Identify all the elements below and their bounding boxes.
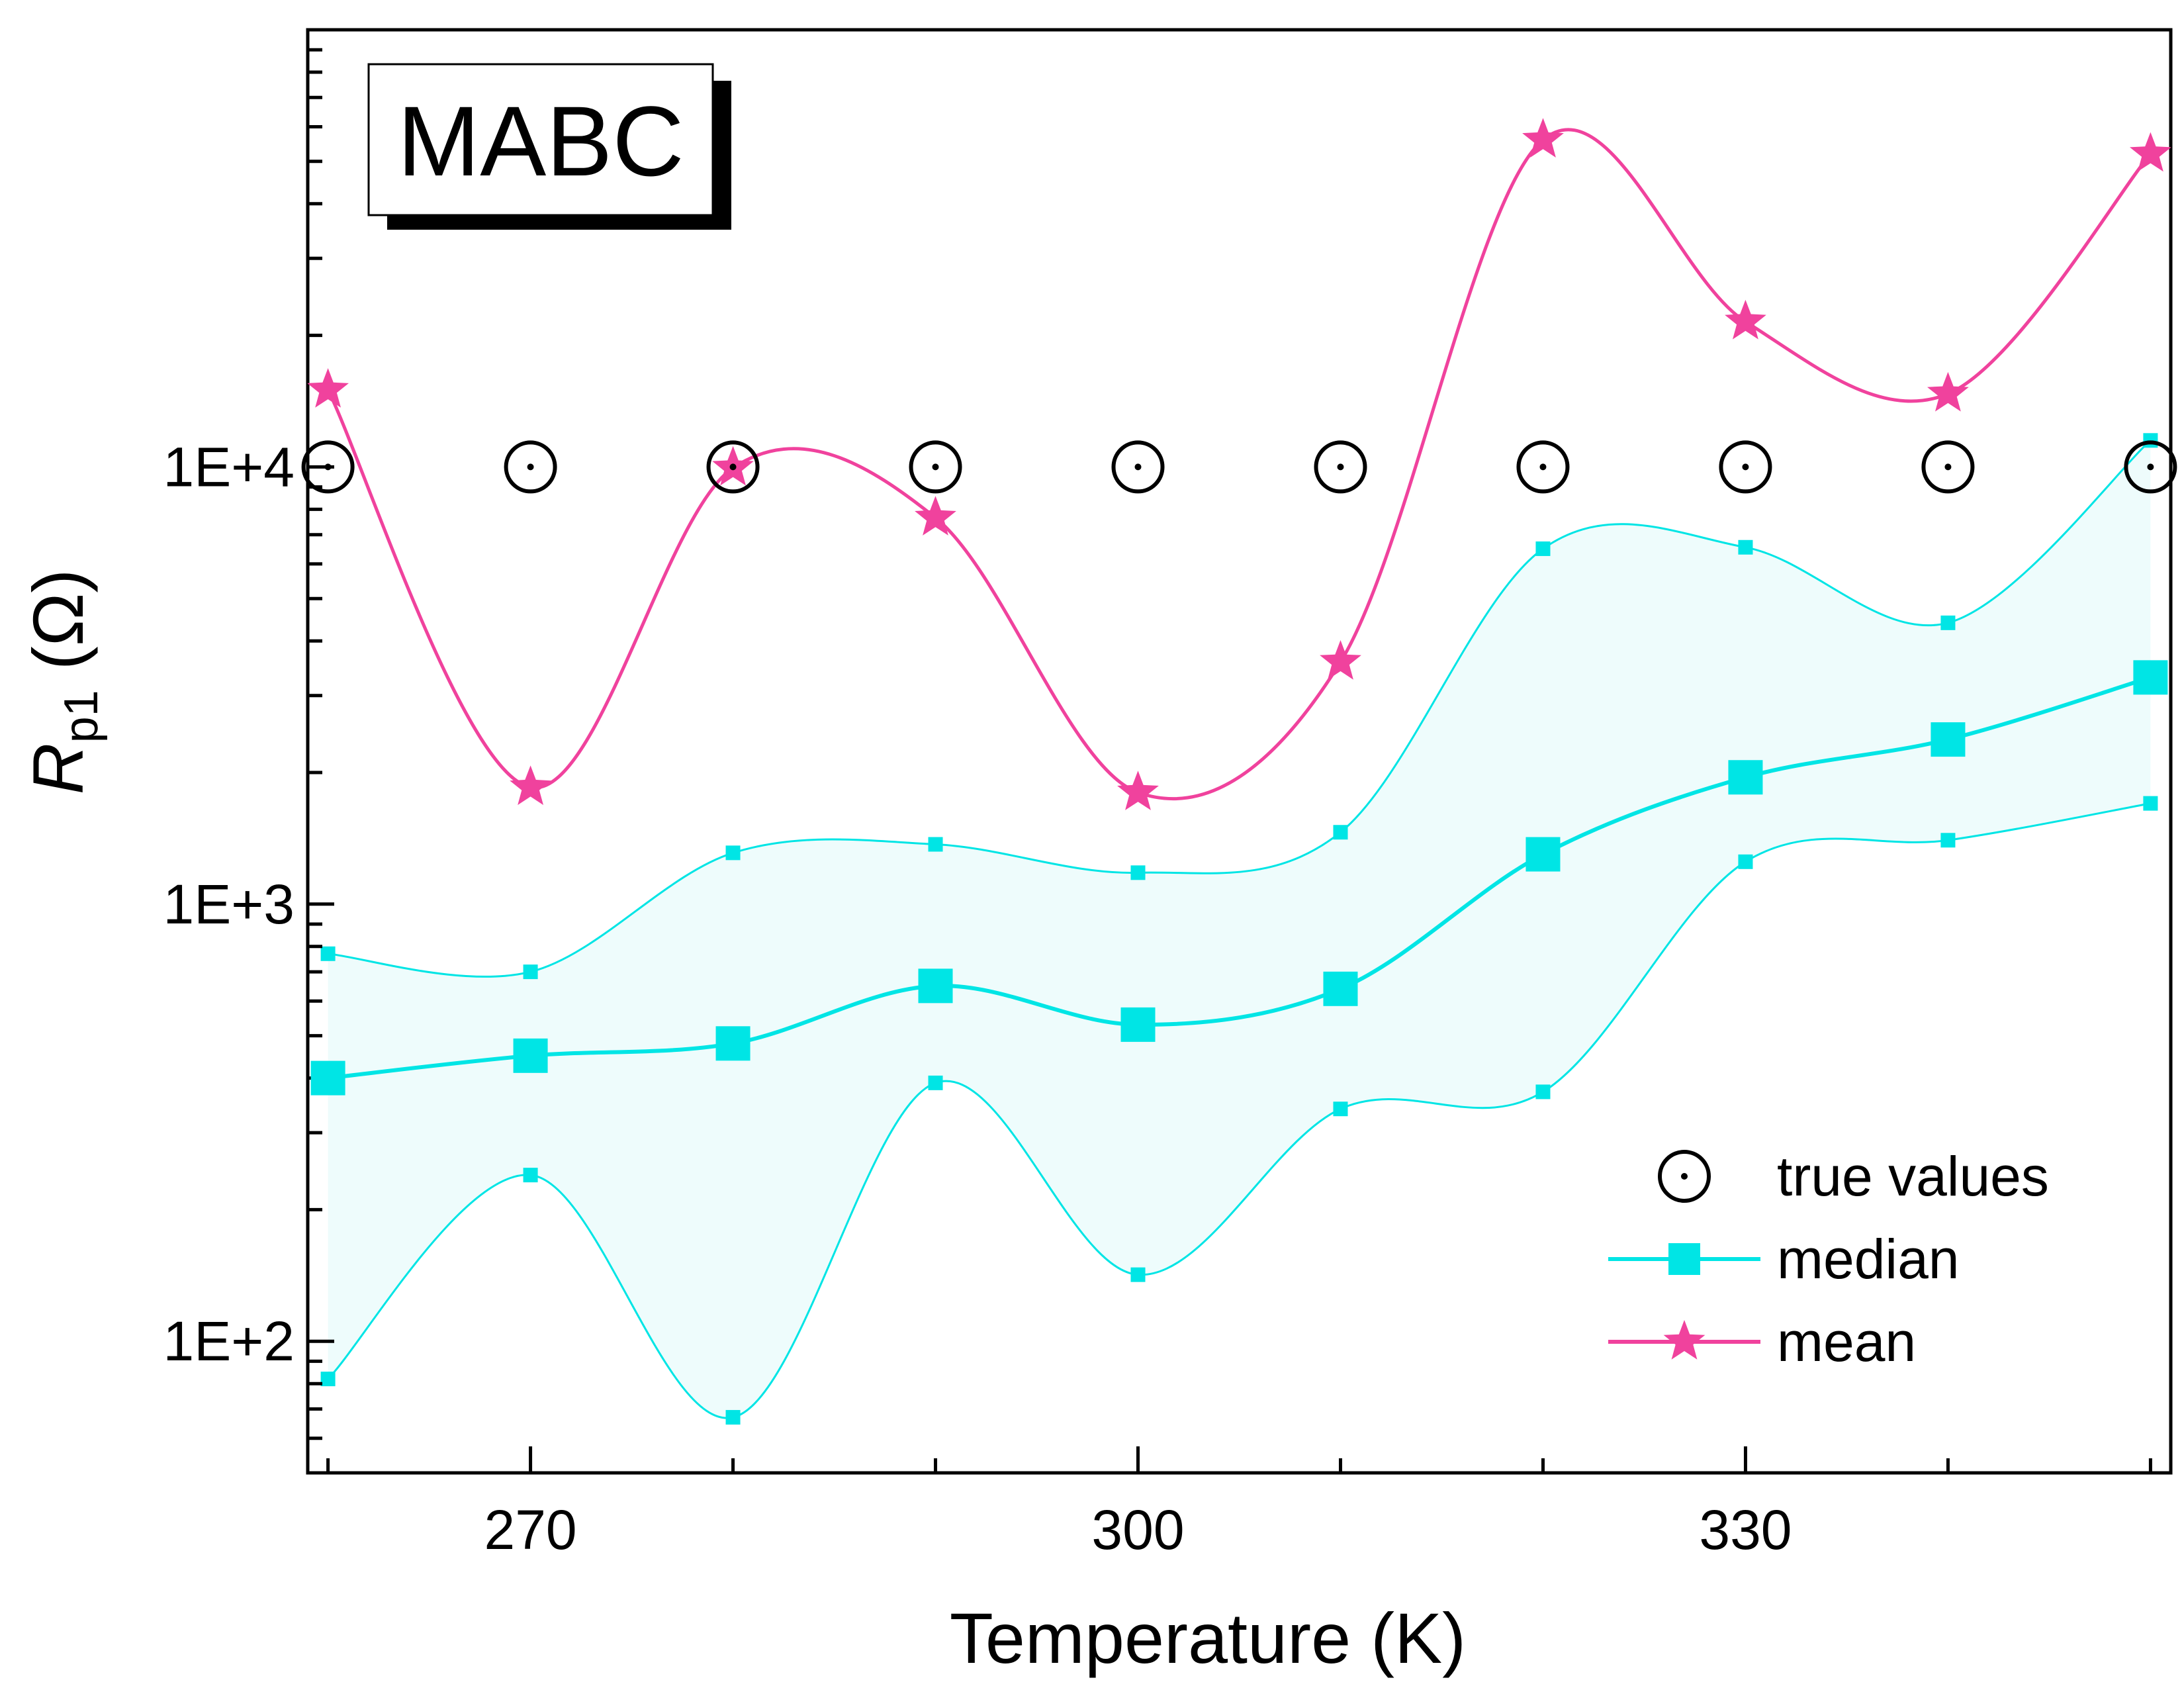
axes: 270 300 330 1E+2 1E+3 1E+4 [163, 28, 2173, 1561]
median-line [328, 675, 2152, 1080]
legend-item-median: median [1608, 1228, 1960, 1290]
y-axis-title-main: R [18, 743, 98, 794]
true-value-point [1516, 440, 1570, 494]
band-lower-point [1130, 1267, 1146, 1282]
plot-frame [306, 28, 2173, 1475]
y-tick-label: 1E+2 [163, 1310, 295, 1372]
x-tick-label: 300 [1091, 1499, 1184, 1561]
band-upper-point [1940, 615, 1956, 630]
mean-point [1725, 299, 1766, 340]
true-value-point [504, 440, 557, 494]
median-point [2133, 660, 2168, 695]
mean-point [510, 765, 551, 806]
panel-label: MABC [397, 85, 684, 197]
band-upper-line [328, 440, 2152, 978]
band-lower-point [1738, 854, 1753, 869]
legend-marker-true-values [1658, 1150, 1711, 1203]
y-tick-label: 1E+4 [163, 436, 295, 498]
true-value-point-dot [527, 463, 534, 471]
band-fill [328, 440, 2151, 1419]
legend-marker-mean [1663, 1320, 1706, 1360]
band-upper-point [928, 837, 943, 852]
legend: true values median mean [1608, 1145, 2049, 1373]
true-value-point [2124, 440, 2177, 494]
median-point [310, 1060, 345, 1096]
band-lower-point [1535, 1084, 1551, 1100]
band-upper-point [320, 946, 336, 961]
band-upper-point [1738, 539, 1753, 555]
panel-label-box: MABC [367, 63, 731, 230]
band-upper-point [1333, 825, 1348, 840]
median-point [715, 1026, 751, 1061]
true-value-point-dot [1742, 463, 1749, 471]
true-value-point-dot [324, 463, 332, 471]
true-value-point [706, 440, 760, 494]
mean-point [1927, 371, 1969, 412]
series-layer [301, 118, 2177, 1096]
y-axis-title-sub: p1 [55, 690, 108, 743]
true-value-point-dot [2147, 463, 2154, 471]
band-upper-point [2143, 433, 2158, 448]
mean-point [1522, 118, 1564, 158]
legend-item-mean: mean [1608, 1311, 1916, 1373]
band-upper-point [1535, 541, 1551, 556]
true-value-point [301, 440, 355, 494]
band-lower-point [2143, 796, 2158, 811]
band-upper-point [1130, 865, 1146, 880]
svg-text:Rp1 (Ω): Rp1 (Ω) [18, 569, 108, 795]
legend-label-true-values: true values [1777, 1145, 2049, 1207]
true-value-point-dot [1337, 463, 1344, 471]
band-lower-point [320, 1372, 336, 1387]
true-value-point [1111, 440, 1165, 494]
mean-point [915, 496, 956, 536]
band-lower-point [1940, 833, 1956, 848]
band-lower-point [725, 1410, 741, 1425]
y-tick-label: 1E+3 [163, 873, 295, 935]
true-value-point-dot [1134, 463, 1142, 471]
median-point [918, 968, 953, 1004]
median-point [1323, 971, 1358, 1006]
median-point [513, 1038, 548, 1073]
mean-point [307, 368, 349, 408]
median-point [1728, 760, 1763, 795]
band-upper-point [725, 845, 741, 861]
true-value-point [909, 440, 962, 494]
x-tick-label: 270 [484, 1499, 576, 1561]
true-value-point-dot [932, 463, 939, 471]
legend-label-median: median [1777, 1228, 1960, 1290]
median-point [1525, 837, 1561, 872]
y-axis-title: Rp1 (Ω) [18, 569, 108, 795]
true-value-point-dot [1539, 463, 1547, 471]
true-value-point-dot [729, 463, 737, 471]
uncertainty-band [320, 433, 2158, 1425]
true-value-point [1921, 440, 1975, 494]
mean-point [2130, 132, 2171, 172]
legend-item-true-values: true values [1658, 1145, 2049, 1207]
x-axis-title: Temperature (K) [950, 1598, 1466, 1678]
legend-label-mean: mean [1777, 1311, 1916, 1373]
true-value-point-dot [1944, 463, 1952, 471]
y-axis-title-unit: (Ω) [18, 569, 98, 690]
mean-point [1320, 640, 1361, 680]
band-upper-point [523, 964, 538, 980]
x-tick-label: 330 [1699, 1499, 1792, 1561]
band-lower-point [928, 1075, 943, 1090]
band-lower-line [327, 802, 2151, 1419]
true-value-point [1719, 440, 1772, 494]
true-value-point [1314, 440, 1367, 494]
band-lower-point [523, 1168, 538, 1183]
band-lower-point [1333, 1102, 1348, 1117]
mean-line [326, 128, 2152, 801]
legend-marker-median [1668, 1243, 1700, 1275]
median-point [1931, 722, 1966, 757]
mean-point [1117, 771, 1159, 810]
median-point [1120, 1007, 1156, 1042]
